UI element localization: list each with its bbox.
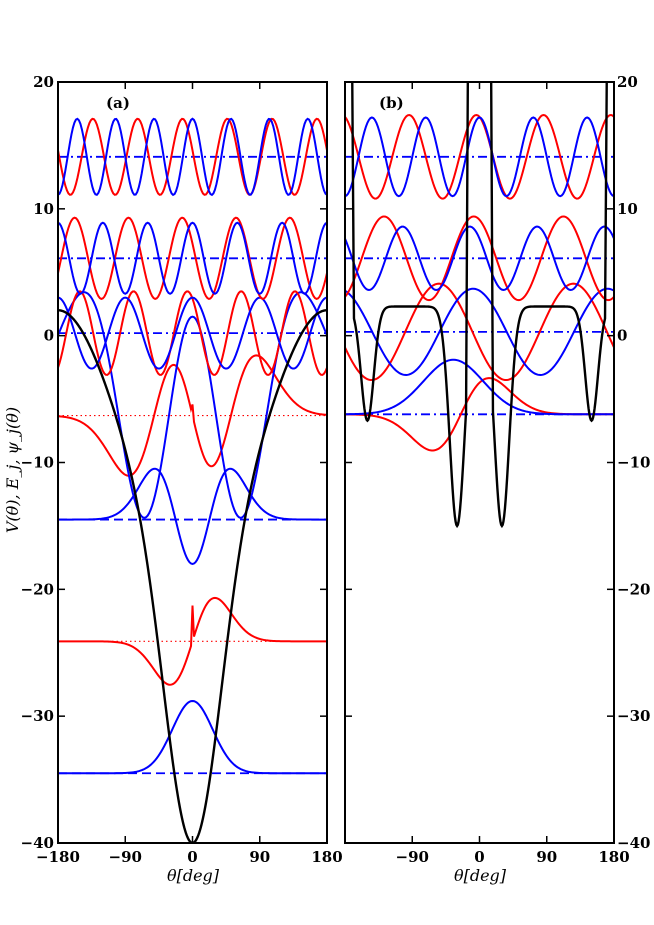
wavefunction-b-1: [345, 358, 614, 416]
y-tick-label-b: 0: [617, 327, 627, 345]
panel-label-a: (a): [106, 94, 130, 112]
y-tick-label-b: −20: [617, 580, 650, 598]
wavefunction-a-9: [58, 117, 327, 196]
y-tick-label-a: 0: [44, 327, 54, 345]
x-tick-label-b: −90: [396, 848, 429, 866]
x-tick-label-a: −180: [36, 848, 80, 866]
y-tick-label-b: −10: [617, 454, 650, 472]
wavefunction-a-0: [58, 699, 327, 775]
panel-a-chart: −40 −30 −20 −10 0 10 20 −180 −90 0 90 180 (a): [21, 73, 343, 866]
panel-b-chart: −40 −30 −20 −10 0 10 20 −90 0 90 180 (b): [344, 73, 650, 866]
panel-label-b: (b): [379, 94, 404, 112]
plot-frame-a: [57, 81, 328, 844]
wavefunction-b-4: [345, 215, 614, 302]
y-tick-label-a: −40: [21, 834, 54, 852]
y-tick-label-b: 10: [617, 200, 638, 218]
x-axis-label-a: θ[deg]: [167, 866, 220, 885]
potential-curve-b: [351, 82, 608, 529]
x-tick-label-a: 90: [249, 848, 270, 866]
x-tick-label-b: 180: [598, 848, 629, 866]
wavefunction-b-7: [345, 116, 614, 198]
x-tick-label-b: 0: [474, 848, 484, 866]
wavefunction-a-2: [58, 467, 327, 566]
x-tick-label-a: 180: [311, 848, 342, 866]
wavefunction-a-8: [58, 221, 327, 295]
wavefunction-a-7: [58, 216, 327, 300]
wavefunction-a-10: [58, 117, 327, 197]
y-tick-label-a: −20: [21, 580, 54, 598]
y-tick-label-a: 20: [33, 73, 54, 91]
wavefunction-b-5: [345, 225, 614, 292]
y-tick-label-a: −30: [21, 707, 54, 725]
x-tick-label-a: 0: [187, 848, 197, 866]
y-tick-label-b: −30: [617, 707, 650, 725]
wavefunction-a-3: [58, 354, 327, 477]
y-axis-label: V(θ), E_j, ψ_j(θ): [3, 407, 22, 533]
y-tick-label-b: −40: [617, 834, 650, 852]
wavefunction-a-1: [58, 596, 327, 686]
x-tick-label-b: 90: [536, 848, 557, 866]
y-tick-label-a: −10: [21, 454, 54, 472]
x-axis-label-b: θ[deg]: [454, 866, 507, 885]
y-tick-label-a: 10: [33, 200, 54, 218]
wavefunction-b-3: [345, 287, 614, 376]
y-tick-label-b: 20: [617, 73, 638, 91]
potential-curve-a: [58, 309, 327, 843]
x-tick-label-a: −90: [109, 848, 142, 866]
wavefunction-a-6: [58, 296, 327, 370]
